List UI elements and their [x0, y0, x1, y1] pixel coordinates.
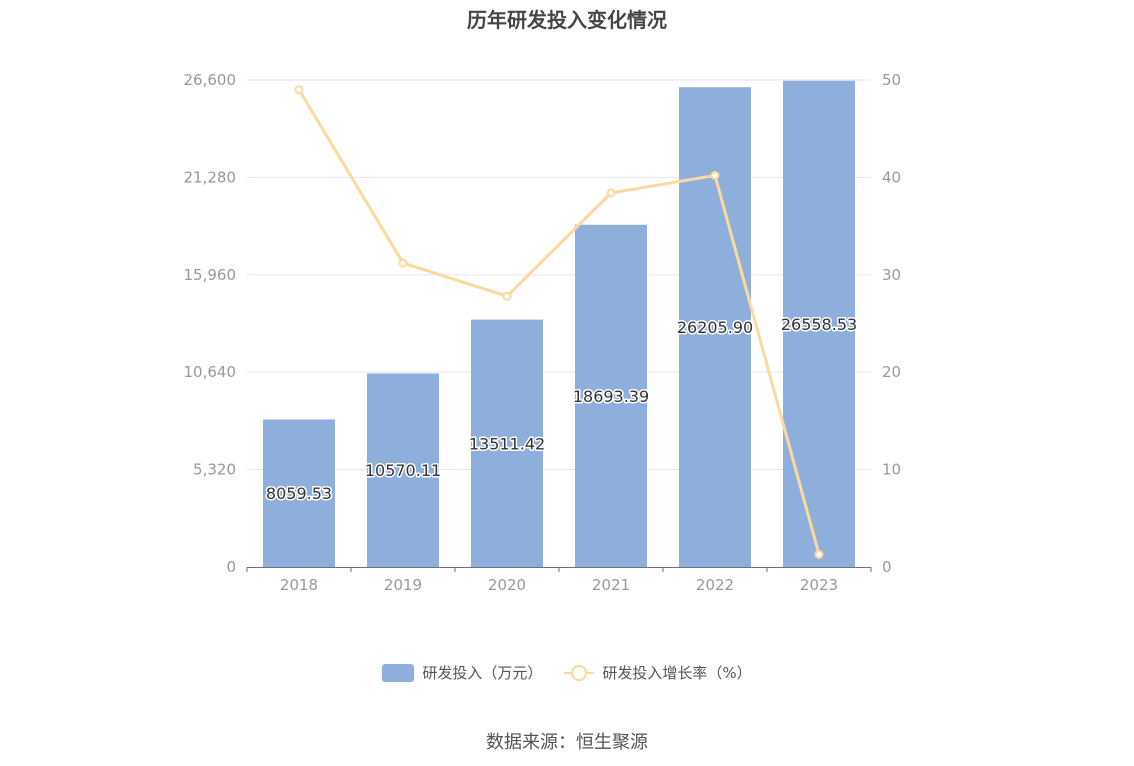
growth-point — [502, 291, 512, 301]
growth-line — [297, 88, 821, 555]
growth-point — [814, 549, 824, 559]
bar-data-label: 18693.39 — [573, 387, 649, 406]
growth-point — [710, 170, 720, 180]
x-axis-tick-label: 2018 — [280, 576, 318, 594]
growth-point — [294, 85, 304, 95]
bar-data-label: 26205.90 — [677, 318, 753, 337]
bar — [471, 319, 543, 567]
x-axis-tick-label: 2021 — [592, 576, 630, 594]
growth-point — [606, 188, 616, 198]
grid-lines — [247, 79, 871, 471]
legend-item-growth-rate[interactable]: 研发投入增长率（%） — [564, 662, 752, 683]
x-axis-tick-label: 2019 — [384, 576, 422, 594]
bar — [783, 80, 855, 567]
legend-label-rd-investment: 研发投入（万元） — [422, 664, 543, 682]
bar — [263, 419, 335, 567]
axes: 0 0 5,320 10 10,640 20 15,960 30 21,280 40 26,600 5… — [184, 71, 902, 594]
right-axis-tick-label: 30 — [882, 266, 901, 284]
bar-data-label: 8059.53 — [266, 484, 332, 503]
legend-bar-swatch — [382, 663, 415, 682]
x-axis-tick-label: 2020 — [488, 576, 526, 594]
bar — [367, 373, 439, 567]
right-axis-tick-label: 10 — [882, 461, 901, 479]
legend-label-growth-rate: 研发投入增长率（%） — [602, 664, 752, 682]
bar-series — [263, 80, 855, 568]
left-axis-tick-label: 0 — [226, 558, 236, 576]
left-axis-tick-label: 21,280 — [184, 168, 237, 186]
growth-line-series — [294, 85, 824, 559]
x-axis-tick-label: 2023 — [800, 576, 838, 594]
bar — [575, 224, 647, 568]
bar-data-label: 10570.11 — [365, 461, 441, 480]
right-axis-tick-label: 40 — [882, 168, 901, 186]
left-axis-tick-label: 5,320 — [193, 461, 236, 479]
left-axis-tick-label: 26,600 — [184, 71, 237, 89]
legend-item-rd-investment[interactable]: 研发投入（万元） — [382, 662, 542, 683]
legend-line-swatch — [564, 664, 595, 682]
x-axis-tick-label: 2022 — [696, 576, 734, 594]
right-axis-tick-label: 50 — [882, 71, 901, 89]
growth-point — [398, 258, 408, 268]
bar-data-label: 26558.53 — [781, 315, 857, 334]
bar — [679, 87, 751, 568]
bar-data-label: 13511.42 — [469, 434, 545, 453]
right-axis-tick-label: 0 — [882, 558, 892, 576]
right-axis-tick-label: 20 — [882, 363, 901, 381]
bar-data-labels: 8059.53 10570.11 13511.42 18693.39 26205.90 2… — [264, 313, 858, 504]
legend: 研发投入（万元） 研发投入增长率（%） — [0, 662, 1134, 683]
data-source: 数据来源：恒生聚源 — [486, 732, 648, 753]
left-axis-tick-label: 15,960 — [184, 266, 237, 284]
left-axis-tick-label: 10,640 — [184, 363, 237, 381]
chart-title: 历年研发投入变化情况 — [467, 8, 667, 32]
